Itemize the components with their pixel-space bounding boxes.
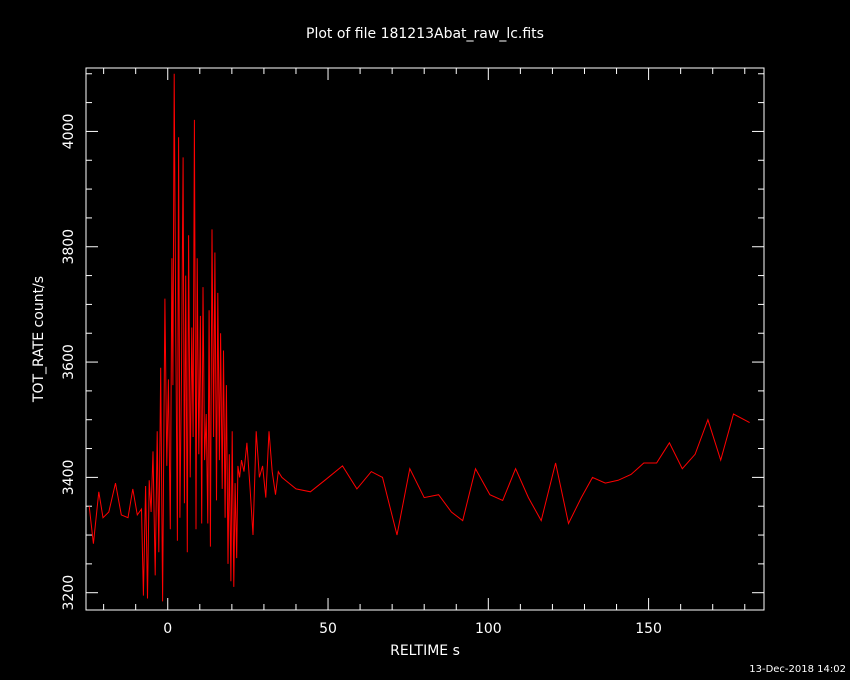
axis-ticks (86, 68, 764, 610)
x-tick-label: 50 (319, 621, 337, 637)
y-tick-label: 3800 (61, 229, 77, 265)
x-tick-label: 100 (475, 621, 502, 637)
x-axis-label: RELTIME s (390, 643, 460, 659)
x-tick-label: 0 (163, 621, 172, 637)
y-tick-label: 3600 (61, 344, 77, 380)
y-tick-label: 3200 (61, 575, 77, 611)
x-tick-label: 150 (635, 621, 662, 637)
chart-title: Plot of file 181213Abat_raw_lc.fits (306, 26, 544, 42)
timestamp-footer: 13-Dec-2018 14:02 (749, 664, 846, 675)
y-tick-label: 3400 (61, 460, 77, 496)
series-line (88, 73, 750, 602)
y-tick-label: 4000 (61, 114, 77, 150)
y-axis-label: TOT_RATE count/s (31, 276, 47, 403)
tick-labels: 0 50 100 150 3200 3400 3600 3800 4000 (61, 114, 662, 637)
plot-frame (85, 67, 765, 611)
